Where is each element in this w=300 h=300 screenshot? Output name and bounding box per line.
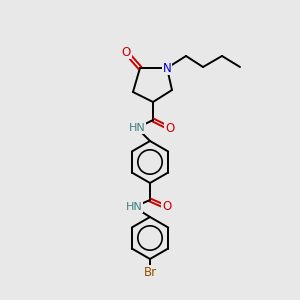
Text: O: O	[165, 122, 175, 134]
Text: Br: Br	[143, 266, 157, 278]
Text: N: N	[163, 61, 171, 74]
Text: O: O	[122, 46, 130, 59]
Text: HN: HN	[129, 123, 146, 133]
Text: O: O	[162, 200, 172, 214]
Text: HN: HN	[126, 202, 142, 212]
